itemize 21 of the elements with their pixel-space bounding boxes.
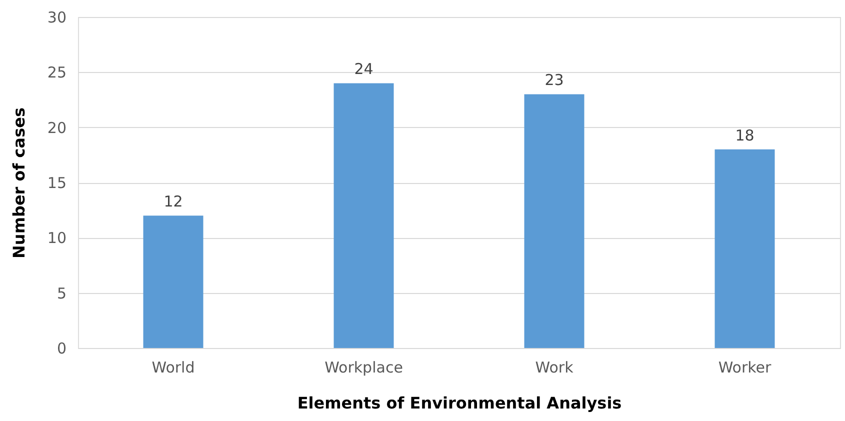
bar bbox=[143, 216, 204, 348]
bar bbox=[714, 149, 775, 348]
y-tick-label: 5 bbox=[56, 284, 66, 302]
y-tick-label: 20 bbox=[47, 118, 66, 137]
y-tick-label: 25 bbox=[47, 64, 66, 82]
y-tick-label: 30 bbox=[47, 8, 66, 26]
x-tick-label: Workplace bbox=[324, 358, 403, 376]
bar bbox=[524, 94, 584, 348]
x-axis-title: Elements of Environmental Analysis bbox=[297, 394, 622, 412]
y-tick-label: 0 bbox=[56, 340, 66, 358]
y-tick-label: 15 bbox=[47, 174, 66, 192]
y-tick-label: 10 bbox=[47, 229, 66, 248]
data-label: 18 bbox=[735, 126, 754, 144]
data-label: 12 bbox=[164, 192, 183, 211]
y-axis-title: Number of cases bbox=[9, 108, 28, 258]
x-tick-label: Worker bbox=[718, 358, 772, 376]
x-tick-label: Work bbox=[535, 358, 574, 376]
x-tick-label: World bbox=[152, 358, 195, 376]
bar bbox=[334, 83, 394, 348]
data-label: 23 bbox=[544, 71, 564, 90]
data-label: 24 bbox=[354, 60, 374, 78]
